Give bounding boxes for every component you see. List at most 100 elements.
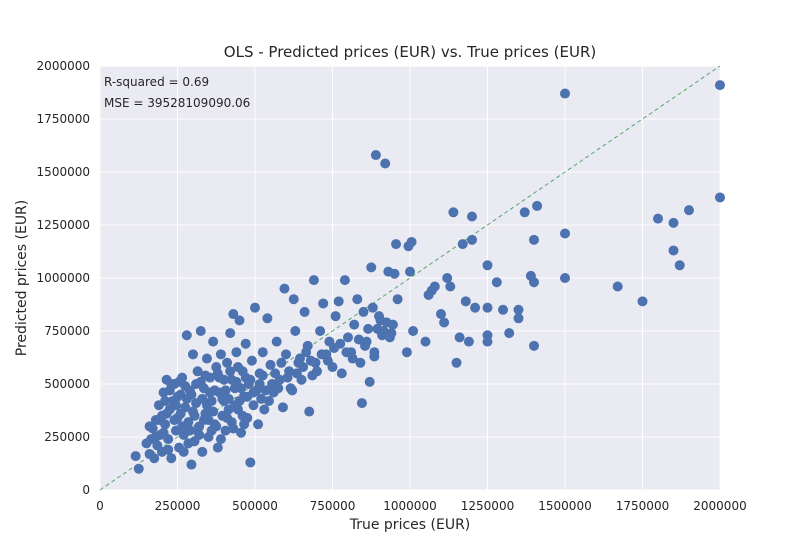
data-point: [228, 309, 239, 320]
data-point: [301, 347, 312, 358]
data-point: [318, 298, 329, 309]
data-point: [504, 328, 515, 339]
data-point: [144, 421, 155, 432]
data-point: [260, 385, 271, 396]
data-point: [276, 357, 287, 368]
data-point: [310, 357, 321, 368]
data-point: [653, 213, 663, 224]
data-point: [178, 446, 189, 457]
data-point: [467, 211, 477, 222]
data-point: [236, 383, 247, 394]
data-point: [186, 389, 197, 400]
data-point: [259, 404, 270, 415]
y-axis-label: Predicted prices (EUR): [14, 200, 30, 357]
y-tick-label: 1250000: [37, 218, 90, 232]
data-point: [188, 349, 198, 360]
data-point: [248, 387, 259, 398]
data-point: [451, 357, 462, 368]
data-point: [285, 383, 296, 394]
data-point: [612, 281, 623, 292]
data-point: [406, 236, 417, 247]
data-point: [529, 234, 539, 245]
data-point: [149, 453, 160, 464]
mse-annotation: MSE = 39528109090.06: [104, 96, 250, 110]
x-tick-label: 1250000: [461, 499, 514, 513]
data-point: [271, 336, 282, 347]
data-point: [198, 415, 209, 426]
data-point: [467, 234, 477, 245]
data-point: [445, 281, 456, 292]
data-point: [226, 374, 237, 385]
y-tick-label: 1750000: [37, 112, 90, 126]
data-point: [668, 217, 679, 228]
data-point: [482, 336, 493, 347]
data-point: [363, 323, 374, 334]
data-point: [256, 393, 267, 404]
x-tick-label: 750000: [310, 499, 356, 513]
data-point: [513, 304, 524, 315]
data-point: [482, 260, 493, 271]
data-point: [177, 421, 188, 432]
data-point: [215, 349, 226, 360]
data-point: [240, 338, 251, 349]
r-squared-annotation: R-squared = 0.69: [104, 75, 209, 89]
data-point: [212, 442, 223, 453]
data-point: [684, 205, 694, 216]
data-point: [482, 302, 493, 313]
data-point: [366, 262, 377, 273]
data-point: [236, 427, 247, 438]
data-point: [239, 419, 250, 430]
data-point: [166, 453, 177, 464]
data-point: [352, 294, 363, 305]
data-point: [246, 355, 257, 366]
data-point: [237, 410, 248, 421]
data-point: [380, 158, 391, 169]
data-point: [245, 457, 256, 468]
data-point: [439, 317, 450, 328]
data-point: [491, 277, 502, 288]
data-point: [457, 239, 468, 250]
data-point: [195, 326, 206, 336]
data-point: [254, 379, 265, 389]
data-point: [197, 446, 208, 457]
data-point: [460, 296, 471, 307]
grid: [99, 65, 721, 491]
data-point: [341, 347, 352, 358]
data-point: [277, 402, 288, 413]
x-tick-label: 250000: [155, 499, 201, 513]
data-point: [229, 400, 240, 411]
x-tick-label: 1500000: [538, 499, 591, 513]
data-point: [299, 306, 310, 317]
chart-title: OLS - Predicted prices (EUR) vs. True pr…: [224, 43, 596, 61]
x-tick-label: 500000: [232, 499, 278, 513]
data-point: [232, 362, 243, 373]
data-point: [298, 362, 309, 373]
data-point: [401, 347, 412, 358]
y-tick-label: 250000: [44, 430, 90, 444]
data-point: [384, 332, 395, 343]
y-tick-label: 750000: [44, 324, 90, 338]
data-point: [336, 368, 347, 379]
data-point: [560, 88, 570, 99]
data-point: [211, 421, 222, 432]
data-point: [273, 383, 284, 394]
data-point: [560, 273, 570, 283]
data-point: [153, 415, 164, 426]
data-point: [205, 387, 216, 398]
data-point: [282, 372, 293, 383]
data-point: [281, 349, 291, 360]
data-point: [322, 355, 333, 366]
data-point: [364, 376, 375, 387]
data-point: [448, 207, 459, 218]
data-point: [253, 419, 264, 430]
data-point: [391, 239, 402, 250]
data-point: [208, 336, 219, 347]
x-tick-label: 0: [96, 499, 104, 513]
data-point: [245, 374, 256, 385]
data-point: [315, 326, 326, 336]
y-axis-ticks: 0 250000 500000 750000 1000000 1250000 1500000…: [37, 59, 90, 497]
data-point: [316, 349, 327, 360]
data-point: [220, 425, 231, 436]
data-points: [130, 80, 725, 474]
